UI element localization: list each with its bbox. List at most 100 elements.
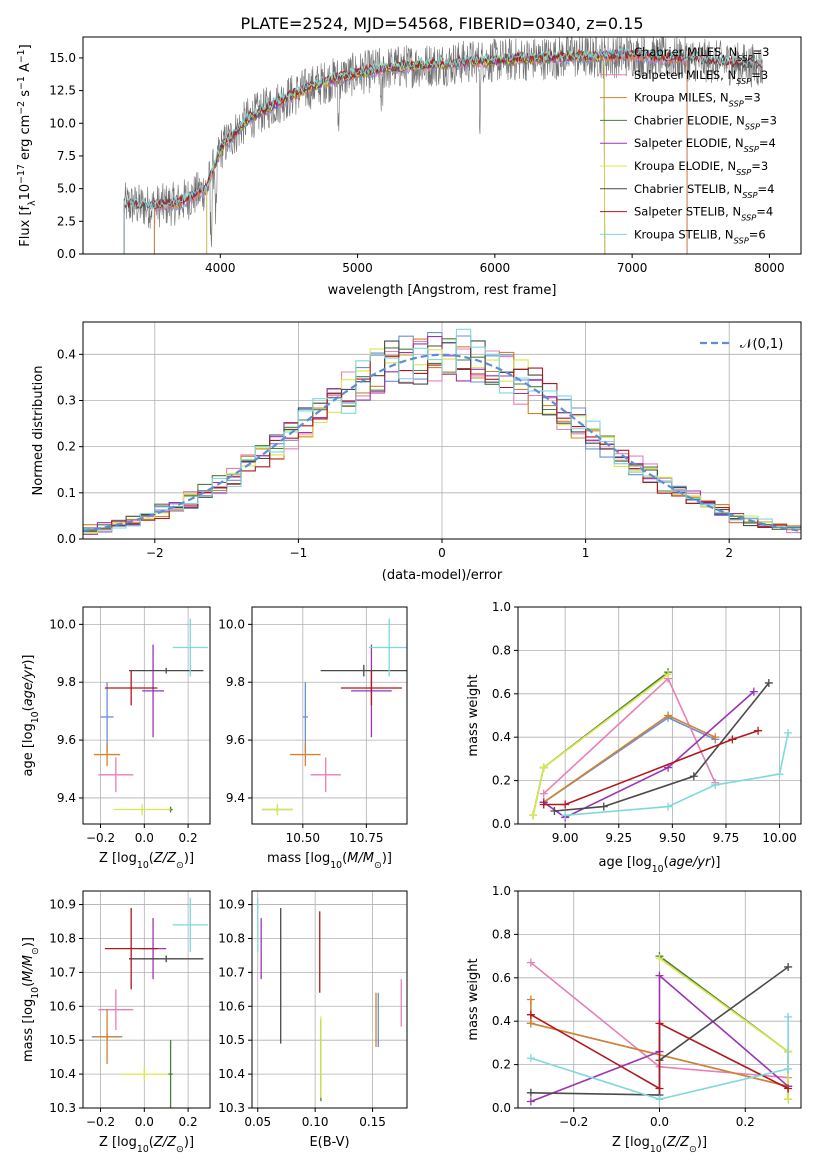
weight-vs-Z-xlabel: Z [log10(Z/Z⊙)] [612, 1135, 707, 1155]
age-vs-mass-axes: 10.50 10.75 9.4 9.6 9.8 10.0 [218, 607, 407, 845]
mass-vs-ebv-xtick-label: 0.05 [244, 1115, 271, 1129]
spectrum-xtick-label: 8000 [754, 261, 785, 275]
weight-vs-Z-xtick-label: 0.0 [650, 1115, 669, 1129]
weight-line-salpeter-stelib [530, 1014, 789, 1090]
weight-line-kroupa-elodie [532, 673, 669, 816]
weight-marker [539, 763, 548, 772]
age-vs-mass-frame [251, 606, 408, 825]
mass-vs-ebv-ytick-label: 10.4 [218, 1067, 245, 1081]
weight-vs-age-xtick-label: 9.25 [605, 831, 632, 845]
weight-marker [526, 958, 535, 967]
weight-marker [655, 1019, 664, 1028]
mass-vs-ebv-ytick-label: 10.5 [218, 1033, 245, 1047]
spectrum-ytick-label: 12.5 [49, 84, 76, 98]
mass-vs-Z-ytick-label: 10.7 [49, 965, 76, 979]
legend-entry: Kroupa ELODIE, NSSP=3 [634, 159, 768, 177]
weight-vs-Z-ytick-label: 0.8 [492, 927, 511, 941]
residuals-ytick-label: 0.0 [57, 532, 76, 546]
legend-entry: Chabrier STELIB, NSSP=4 [634, 182, 774, 200]
legend-entry: Salpeter MILES, NSSP=3 [634, 68, 768, 86]
residuals-xtick-label: 0 [438, 546, 446, 560]
weight-line-salpeter-elodie [543, 691, 755, 819]
residuals-ytick-label: 0.4 [57, 347, 76, 361]
weight-vs-age-xtick-label: 9.75 [713, 831, 740, 845]
weight-marker [784, 1012, 793, 1021]
age-vs-Z-ytick-label: 9.4 [57, 791, 76, 805]
mass-vs-ebv-xtick-label: 0.15 [359, 1115, 386, 1129]
mass-vs-Z-xlabel: Z [log10(Z/Z⊙)] [99, 1135, 194, 1155]
weight-marker [561, 800, 570, 809]
spectrum-ytick-label: 0.0 [57, 247, 76, 261]
age-vs-Z-xtick-label: −0.2 [86, 831, 115, 845]
weight-vs-age-xtick-label: 10.00 [762, 831, 796, 845]
mass-vs-ebv-xlabel: E(B-V) [309, 1135, 349, 1150]
mass-vs-ebv-ytick-label: 10.7 [218, 965, 245, 979]
weight-vs-age-ytick-label: 0.4 [492, 730, 511, 744]
weight-marker [749, 687, 758, 696]
weight-line-chabrier-stelib [554, 682, 770, 812]
weight-marker [784, 728, 793, 737]
weight-vs-age-ytick-label: 0.6 [492, 687, 511, 701]
weight-line-chabrier-miles [543, 716, 716, 803]
mass-vs-ebv-ytick-label: 10.6 [218, 999, 245, 1013]
weight-vs-Z-xtick-label: 0.2 [736, 1115, 755, 1129]
weight-marker [539, 800, 548, 809]
weight-line-salpeter-stelib [543, 729, 759, 806]
legend-entry: Kroupa MILES, NSSP=3 [634, 91, 761, 109]
weight-vs-Z-ylabel: mass weight [466, 958, 481, 1040]
spectrum-ytick-label: 7.5 [57, 149, 76, 163]
mass-vs-Z-xtick-label: −0.2 [86, 1115, 115, 1129]
weight-vs-Z-ytick-label: 0.0 [492, 1101, 511, 1115]
weight-line-salpeter-miles [543, 677, 716, 795]
weight-marker [689, 772, 698, 781]
weight-marker [550, 806, 559, 815]
weight-vs-Z-xtick-label: −0.2 [559, 1115, 588, 1129]
age-vs-Z-axes: −0.2 0.0 0.2 9.4 9.6 9.8 10.0 [49, 607, 210, 845]
age-vs-Z-plot-area [93, 618, 208, 816]
residuals-ytick-label: 0.2 [57, 440, 76, 454]
weight-line-salpeter-elodie [530, 973, 789, 1103]
age-vs-Z-ytick-label: 10.0 [49, 617, 76, 631]
spectrum-xtick-label: 5000 [342, 261, 373, 275]
age-vs-mass-ytick-label: 9.4 [226, 791, 245, 805]
spectrum-plot-area [123, 37, 763, 254]
mass-vs-ebv-frame [251, 890, 408, 1109]
model-spectrum-salpeter-stelib [123, 48, 763, 254]
weight-marker [784, 1064, 793, 1073]
weight-vs-Z-ytick-label: 0.6 [492, 971, 511, 985]
weight-line-kroupa-stelib [565, 732, 789, 817]
residuals-plot-area [83, 328, 801, 535]
mass-vs-Z-ytick-label: 10.8 [49, 931, 76, 945]
spectrum-legend: Chabrier MILES, NSSP=3 Salpeter MILES, NS… [600, 45, 777, 245]
age-vs-Z-xtick-label: 0.0 [135, 831, 154, 845]
spectrum-xtick-label: 4000 [205, 261, 236, 275]
weight-marker [529, 811, 538, 820]
age-vs-mass-xlabel: mass [log10(M/M⊙)] [267, 851, 392, 871]
weight-vs-Z-ytick-label: 0.4 [492, 1014, 511, 1028]
weight-marker [728, 735, 737, 744]
residuals-ytick-label: 0.1 [57, 486, 76, 500]
spectrum-xlabel: wavelength [Angstrom, rest frame] [328, 283, 557, 298]
mass-vs-Z-ylabel: mass [log10(M/M⊙)] [21, 937, 41, 1062]
age-vs-Z-ytick-label: 9.6 [57, 733, 76, 747]
legend-entry: Salpeter ELODIE, NSSP=4 [634, 136, 776, 154]
spectrum-xtick-label: 6000 [480, 261, 511, 275]
residuals-ytick-label: 0.3 [57, 393, 76, 407]
residuals-xtick-label: −1 [290, 546, 308, 560]
residuals-ylabel: Normed distribution [31, 366, 46, 496]
age-vs-mass-xtick-label: 10.75 [349, 831, 383, 845]
weight-marker [655, 971, 664, 980]
weight-marker [711, 780, 720, 789]
mass-vs-Z-plot-area [91, 897, 208, 1108]
legend-entry: Salpeter STELIB, NSSP=4 [634, 205, 773, 223]
weight-vs-age-ytick-label: 1.0 [492, 600, 511, 614]
weight-vs-Z-frame [517, 890, 802, 1109]
mass-vs-Z-ytick-label: 10.6 [49, 999, 76, 1013]
age-vs-Z-ytick-label: 9.8 [57, 675, 76, 689]
spectrum-axes: 4000 5000 6000 7000 8000 0.0 2.5 5.0 7.5 10.0 12.5… [49, 51, 784, 275]
weight-marker [664, 711, 673, 720]
spectrum-xtick-label: 7000 [617, 261, 648, 275]
model-spectrum-kroupa-miles [153, 51, 688, 254]
spectrum-ylabel: Flux [fλ10−17 erg cm−2 s−1 A−1] [16, 44, 38, 246]
legend-entry: Chabrier ELODIE, NSSP=3 [634, 113, 777, 131]
